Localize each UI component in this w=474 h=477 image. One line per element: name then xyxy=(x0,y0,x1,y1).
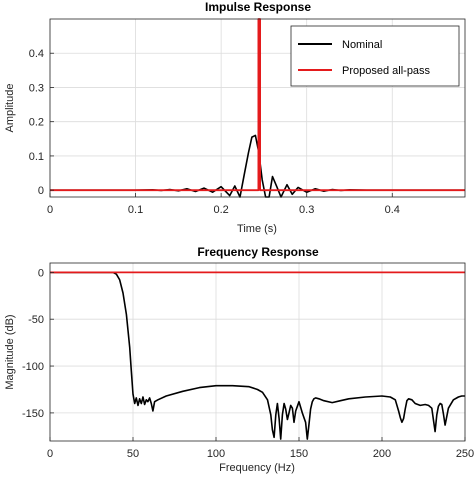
x-tick-label: 0.2 xyxy=(213,204,228,216)
y-tick-label: -50 xyxy=(28,314,44,326)
impulse-axes-frame xyxy=(49,18,466,198)
frequency-x-ticks: 0 50 100 150 200 250 xyxy=(47,437,474,460)
x-tick-label: 150 xyxy=(290,448,308,460)
impulse-title: Impulse Response xyxy=(205,0,311,14)
frequency-x-label: Frequency (Hz) xyxy=(219,462,295,474)
impulse-x-ticks: 0 0.1 0.2 0.3 0.4 xyxy=(47,193,400,216)
frequency-title: Frequency Response xyxy=(197,245,319,259)
legend-label-nominal: Nominal xyxy=(342,39,382,51)
legend-label-proposed: Proposed all-pass xyxy=(342,65,431,77)
impulse-x-label: Time (s) xyxy=(237,223,277,235)
x-tick-label: 250 xyxy=(456,448,474,460)
x-tick-label: 50 xyxy=(127,448,139,460)
y-tick-label: 0.1 xyxy=(29,151,44,163)
y-tick-label: 0.2 xyxy=(29,117,44,129)
frequency-y-label: Magnitude (dB) xyxy=(4,314,16,389)
y-tick-label: 0 xyxy=(38,185,44,197)
frequency-y-ticks: 0 -50 -100 -150 xyxy=(22,267,54,420)
y-tick-label: 0 xyxy=(38,267,44,279)
impulse-response-plot: Impulse Response 0 0.1 0.2 0.3 0.4 0 0.1 0.2 0.… xyxy=(4,0,466,235)
y-tick-label: -150 xyxy=(22,408,44,420)
x-tick-label: 200 xyxy=(373,448,391,460)
x-tick-label: 0 xyxy=(47,448,53,460)
frequency-axes-frame xyxy=(49,262,466,442)
nominal-series-line xyxy=(50,134,465,198)
x-tick-label: 100 xyxy=(207,448,225,460)
legend-box xyxy=(290,25,460,87)
x-tick-label: 0.3 xyxy=(299,204,314,216)
x-tick-label: 0.1 xyxy=(128,204,143,216)
y-tick-label: 0.3 xyxy=(29,82,44,94)
impulse-y-label: Amplitude xyxy=(4,84,16,133)
impulse-legend: Nominal Proposed all-pass xyxy=(290,25,460,87)
y-tick-label: -100 xyxy=(22,361,44,373)
y-tick-label: 0.4 xyxy=(29,48,44,60)
frequency-axes-background xyxy=(50,263,465,441)
frequency-response-plot: Frequency Response 0 50 100 150 200 250 0 -50 -… xyxy=(4,245,474,474)
frequency-series xyxy=(50,271,465,440)
x-tick-label: 0 xyxy=(47,204,53,216)
impulse-y-ticks: 0 0.1 0.2 0.3 0.4 xyxy=(29,48,54,197)
x-tick-label: 0.4 xyxy=(385,204,400,216)
nominal-series-line xyxy=(50,271,465,440)
